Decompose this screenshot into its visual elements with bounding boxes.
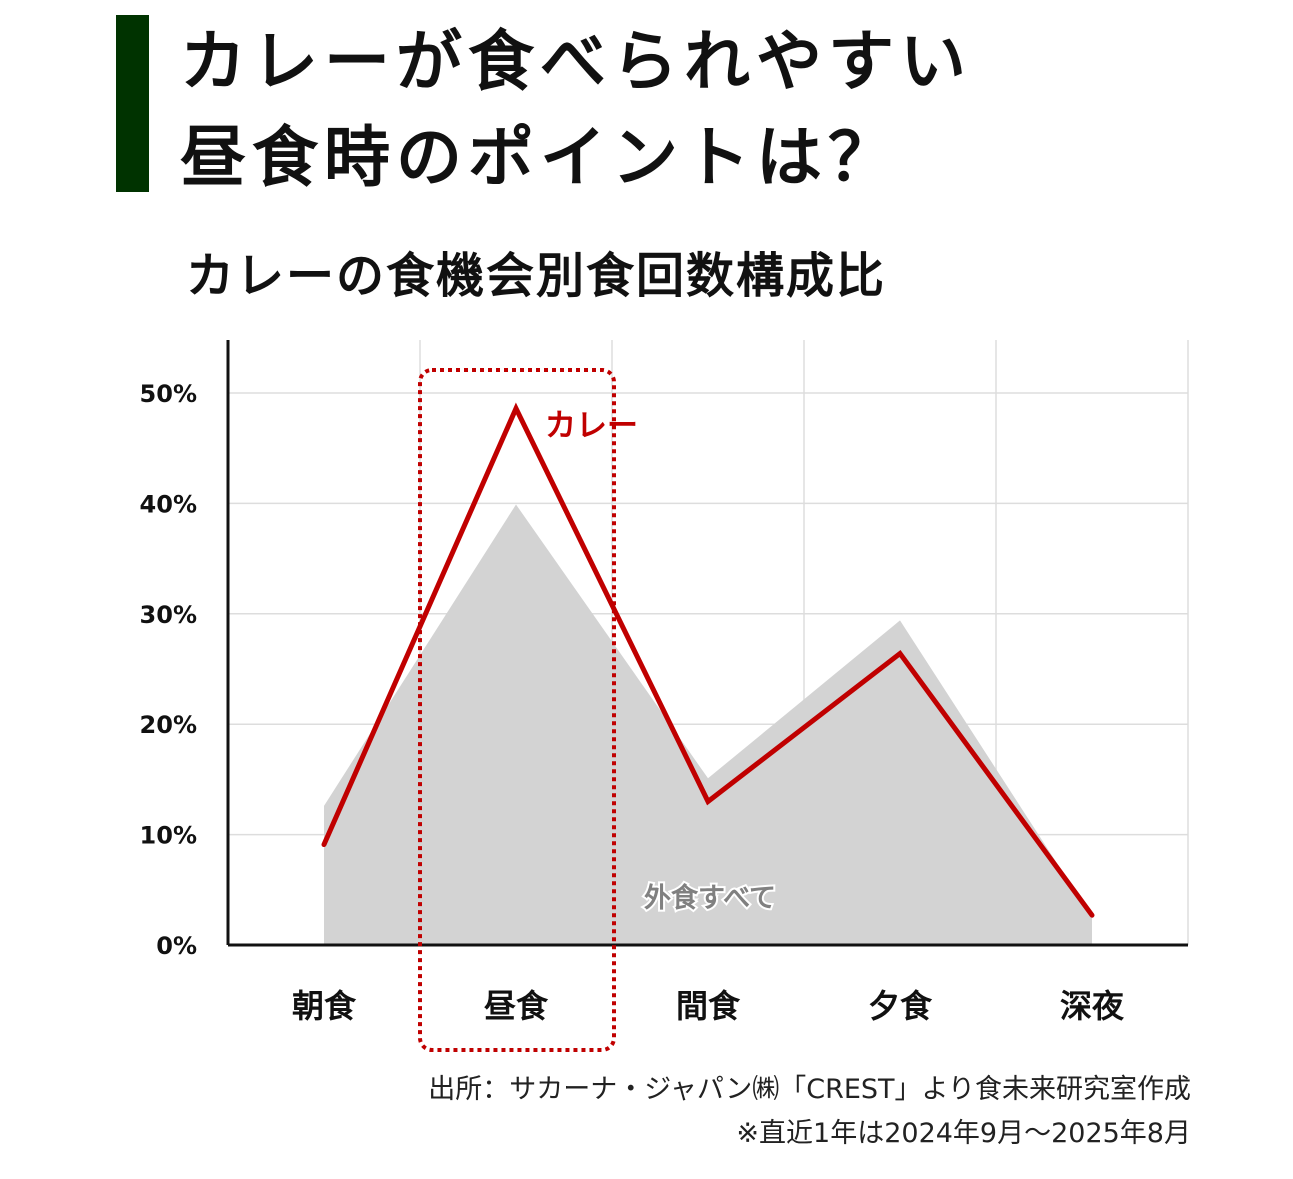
x-tick-label: 夕食 <box>868 987 933 1025</box>
title-line-1: カレーが食べられやすい <box>180 23 972 100</box>
x-tick-label: 間食 <box>676 987 741 1025</box>
x-tick-label: 昼食 <box>484 987 549 1025</box>
y-tick-label: 40% <box>140 490 197 518</box>
series-label-curry: カレー <box>545 408 638 444</box>
y-tick-label: 20% <box>140 711 197 739</box>
series-label-all-dining-out: 外食すべて <box>644 882 776 914</box>
x-tick-label: 朝食 <box>292 987 357 1025</box>
source-note: 出所：サカーナ・ジャパン㈱「CREST」より食未来研究室作成 ※直近1年は202… <box>428 1068 1191 1156</box>
area-series-all-dining-out <box>324 504 1092 945</box>
y-tick-label: 10% <box>140 822 197 850</box>
source-line-1: 出所：サカーナ・ジャパン㈱「CREST」より食未来研究室作成 <box>428 1074 1191 1105</box>
title-accent-bar <box>116 15 149 192</box>
x-tick-label: 深夜 <box>1060 987 1125 1025</box>
y-tick-label: 50% <box>140 380 197 408</box>
chart-title: カレーの食機会別食回数構成比 <box>186 248 887 304</box>
page-title: カレーが食べられやすい 昼食時のポイントは？ <box>180 14 972 206</box>
y-tick-label: 0% <box>156 932 197 960</box>
y-tick-label: 30% <box>140 601 197 629</box>
source-line-2: ※直近1年は2024年9月～2025年8月 <box>736 1118 1191 1149</box>
title-line-2: 昼食時のポイントは？ <box>180 119 900 196</box>
